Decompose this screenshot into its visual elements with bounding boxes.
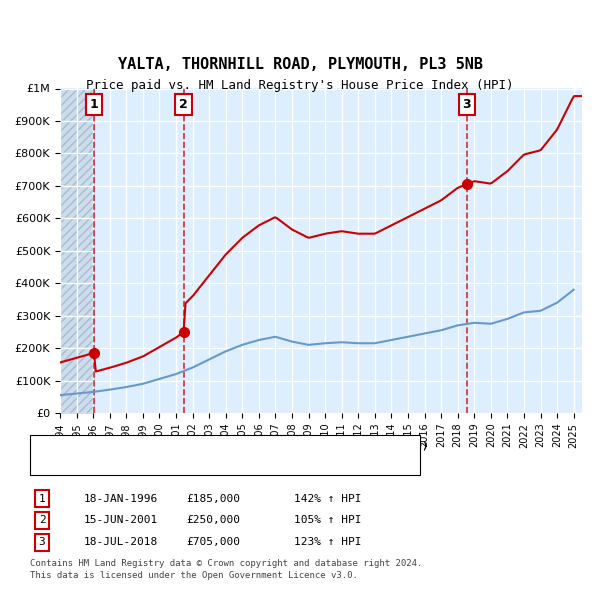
- Text: 1: 1: [38, 494, 46, 503]
- Text: YALTA, THORNHILL ROAD, PLYMOUTH, PL3 5NB (detached house): YALTA, THORNHILL ROAD, PLYMOUTH, PL3 5NB…: [72, 441, 428, 450]
- Text: HPI: Average price, detached house, City of Plymouth: HPI: Average price, detached house, City…: [72, 461, 397, 471]
- Text: 18-JUL-2018: 18-JUL-2018: [84, 537, 158, 547]
- Text: 2: 2: [38, 516, 46, 525]
- Text: This data is licensed under the Open Government Licence v3.0.: This data is licensed under the Open Gov…: [30, 571, 358, 580]
- Text: £705,000: £705,000: [186, 537, 240, 547]
- Text: 105% ↑ HPI: 105% ↑ HPI: [294, 516, 361, 525]
- Text: 3: 3: [38, 537, 46, 547]
- Text: 1: 1: [89, 98, 98, 112]
- Text: Contains HM Land Registry data © Crown copyright and database right 2024.: Contains HM Land Registry data © Crown c…: [30, 559, 422, 568]
- Text: 123% ↑ HPI: 123% ↑ HPI: [294, 537, 361, 547]
- Text: HPI: Average price, detached house, City of Plymouth: HPI: Average price, detached house, City…: [72, 461, 397, 471]
- Text: YALTA, THORNHILL ROAD, PLYMOUTH, PL3 5NB: YALTA, THORNHILL ROAD, PLYMOUTH, PL3 5NB: [118, 57, 482, 73]
- Text: 18-JAN-1996: 18-JAN-1996: [84, 494, 158, 503]
- Text: 142% ↑ HPI: 142% ↑ HPI: [294, 494, 361, 503]
- Text: £250,000: £250,000: [186, 516, 240, 525]
- Text: 3: 3: [463, 98, 471, 112]
- Text: 2: 2: [179, 98, 188, 112]
- Text: Price paid vs. HM Land Registry's House Price Index (HPI): Price paid vs. HM Land Registry's House …: [86, 79, 514, 92]
- Text: 15-JUN-2001: 15-JUN-2001: [84, 516, 158, 525]
- Text: £185,000: £185,000: [186, 494, 240, 503]
- Text: YALTA, THORNHILL ROAD, PLYMOUTH, PL3 5NB (detached house): YALTA, THORNHILL ROAD, PLYMOUTH, PL3 5NB…: [72, 441, 428, 450]
